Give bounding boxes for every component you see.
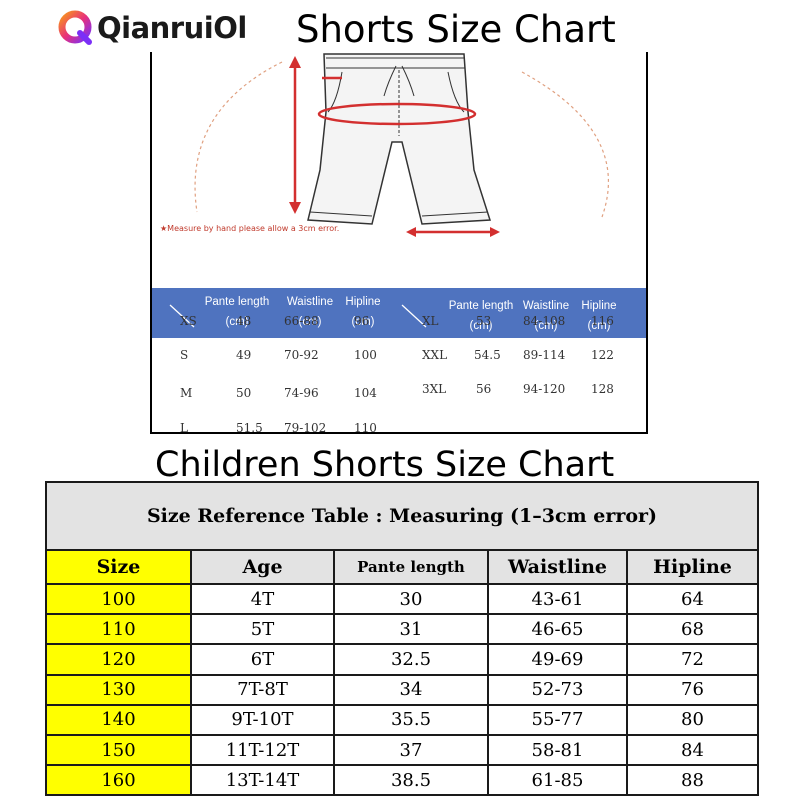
adult-size: S — [180, 348, 189, 362]
cell-hipline: 64 — [626, 582, 759, 616]
measurement-note: ★Measure by hand please allow a 3cm erro… — [160, 224, 340, 233]
adult-pante-length: 51.5 — [236, 421, 263, 434]
table-caption-row: Size Reference Table : Measuring (1–3cm … — [45, 481, 759, 551]
adult-size-chart-panel: ★Measure by hand please allow a 3cm erro… — [150, 52, 648, 434]
header-pante-length: Pante length — [333, 549, 489, 585]
cell-age: 5T — [190, 613, 335, 646]
adult-size: XXL — [422, 348, 448, 362]
cell-pante-length: 30 — [333, 582, 489, 616]
brand-name: QianruiOl — [97, 11, 247, 45]
adult-hipline: 116 — [591, 314, 614, 328]
cell-pante-length: 37 — [333, 733, 489, 767]
shorts-size-chart-title: Shorts Size Chart — [296, 8, 616, 51]
cell-waistline: 52-73 — [487, 673, 628, 706]
cell-waistline: 46-65 — [487, 613, 628, 646]
cell-size: 120 — [45, 643, 192, 676]
cell-size: 140 — [45, 703, 192, 736]
cell-waistline: 49-69 — [487, 643, 628, 676]
adult-pante-length: 48 — [236, 314, 252, 328]
adult-hipline: 110 — [354, 421, 377, 434]
cell-age: 6T — [190, 643, 335, 676]
brand-logo: QianruiOl — [56, 6, 247, 50]
cell-age: 9T-10T — [190, 703, 335, 736]
table-row: 110 5T 31 46-65 68 — [45, 613, 759, 646]
table-row: 120 6T 32.5 49-69 72 — [45, 643, 759, 676]
adult-pante-length: 49 — [236, 348, 252, 362]
adult-hipline: 128 — [591, 382, 614, 396]
adult-hipline: 122 — [591, 348, 614, 362]
corner-diagonal-left — [169, 304, 195, 328]
adult-waistline: 89-114 — [523, 348, 566, 362]
adult-size: XL — [422, 314, 439, 328]
cell-waistline: 61-85 — [487, 764, 628, 797]
cell-hipline: 84 — [626, 733, 759, 767]
table-caption: Size Reference Table : Measuring (1–3cm … — [45, 481, 759, 551]
adult-table-header: Pante length (cm) Waistline (cm) Hipline (c… — [152, 288, 646, 338]
cell-size: 150 — [45, 733, 192, 767]
cell-age: 11T-12T — [190, 733, 335, 767]
header-hipline-left: Hipline (cm) — [345, 296, 381, 328]
cell-pante-length: 32.5 — [333, 643, 489, 676]
cell-size: 130 — [45, 673, 192, 706]
children-size-table: Size Reference Table : Measuring (1–3cm … — [45, 481, 759, 797]
cell-pante-length: 34 — [333, 673, 489, 706]
header-pante-length-left: Pante length (cm) — [204, 296, 270, 328]
shorts-measurement-illustration — [194, 53, 609, 237]
cell-hipline: 68 — [626, 613, 759, 646]
table-row: 130 7T-8T 34 52-73 76 — [45, 673, 759, 706]
adult-waistline: 74-96 — [284, 386, 319, 400]
header-waistline-left: Waistline (cm) — [286, 296, 334, 328]
adult-waistline: 79-102 — [284, 421, 327, 434]
adult-hipline: 104 — [354, 386, 377, 400]
table-header-row: Size Age Pante length Waistline Hipline — [45, 549, 759, 585]
cell-age: 13T-14T — [190, 764, 335, 797]
adult-pante-length: 53 — [476, 314, 492, 328]
cell-pante-length: 38.5 — [333, 764, 489, 797]
adult-size: L — [180, 421, 188, 434]
cell-hipline: 76 — [626, 673, 759, 706]
adult-pante-length: 54.5 — [474, 348, 501, 362]
cell-age: 4T — [190, 582, 335, 616]
cell-hipline: 80 — [626, 703, 759, 736]
table-row: 160 13T-14T 38.5 61-85 88 — [45, 764, 759, 797]
adult-pante-length: 56 — [476, 382, 492, 396]
adult-waistline: 94-120 — [523, 382, 566, 396]
adult-waistline: 66-88 — [284, 314, 319, 328]
adult-pante-length: 50 — [236, 386, 252, 400]
adult-hipline: 100 — [354, 348, 377, 362]
header-waistline: Waistline — [487, 549, 628, 585]
cell-size: 110 — [45, 613, 192, 646]
header-size: Size — [45, 549, 192, 585]
table-row: 100 4T 30 43-61 64 — [45, 582, 759, 616]
brand-q-icon — [56, 8, 96, 48]
adult-hipline: 96 — [354, 314, 370, 328]
table-row: 150 11T-12T 37 58-81 84 — [45, 733, 759, 767]
adult-waistline: 70-92 — [284, 348, 319, 362]
cell-waistline: 43-61 — [487, 582, 628, 616]
adult-size: M — [180, 386, 193, 400]
cell-hipline: 72 — [626, 643, 759, 676]
header-waistline-right: Waistline (cm) — [522, 300, 570, 332]
cell-pante-length: 35.5 — [333, 703, 489, 736]
cell-pante-length: 31 — [333, 613, 489, 646]
header-hipline-right: Hipline (cm) — [581, 300, 617, 332]
cell-age: 7T-8T — [190, 673, 335, 706]
cell-hipline: 88 — [626, 764, 759, 797]
table-row: 140 9T-10T 35.5 55-77 80 — [45, 703, 759, 736]
adult-waistline: 84-108 — [523, 314, 566, 328]
adult-size: XS — [180, 314, 197, 328]
header-pante-length-right: Pante length (cm) — [448, 300, 514, 332]
corner-diagonal-right — [401, 304, 427, 328]
children-size-chart-title: Children Shorts Size Chart — [155, 445, 615, 485]
cell-waistline: 55-77 — [487, 703, 628, 736]
adult-size: 3XL — [422, 382, 447, 396]
cell-size: 100 — [45, 582, 192, 616]
header-hipline: Hipline — [626, 549, 759, 585]
header-age: Age — [190, 549, 335, 585]
cell-waistline: 58-81 — [487, 733, 628, 767]
cell-size: 160 — [45, 764, 192, 797]
